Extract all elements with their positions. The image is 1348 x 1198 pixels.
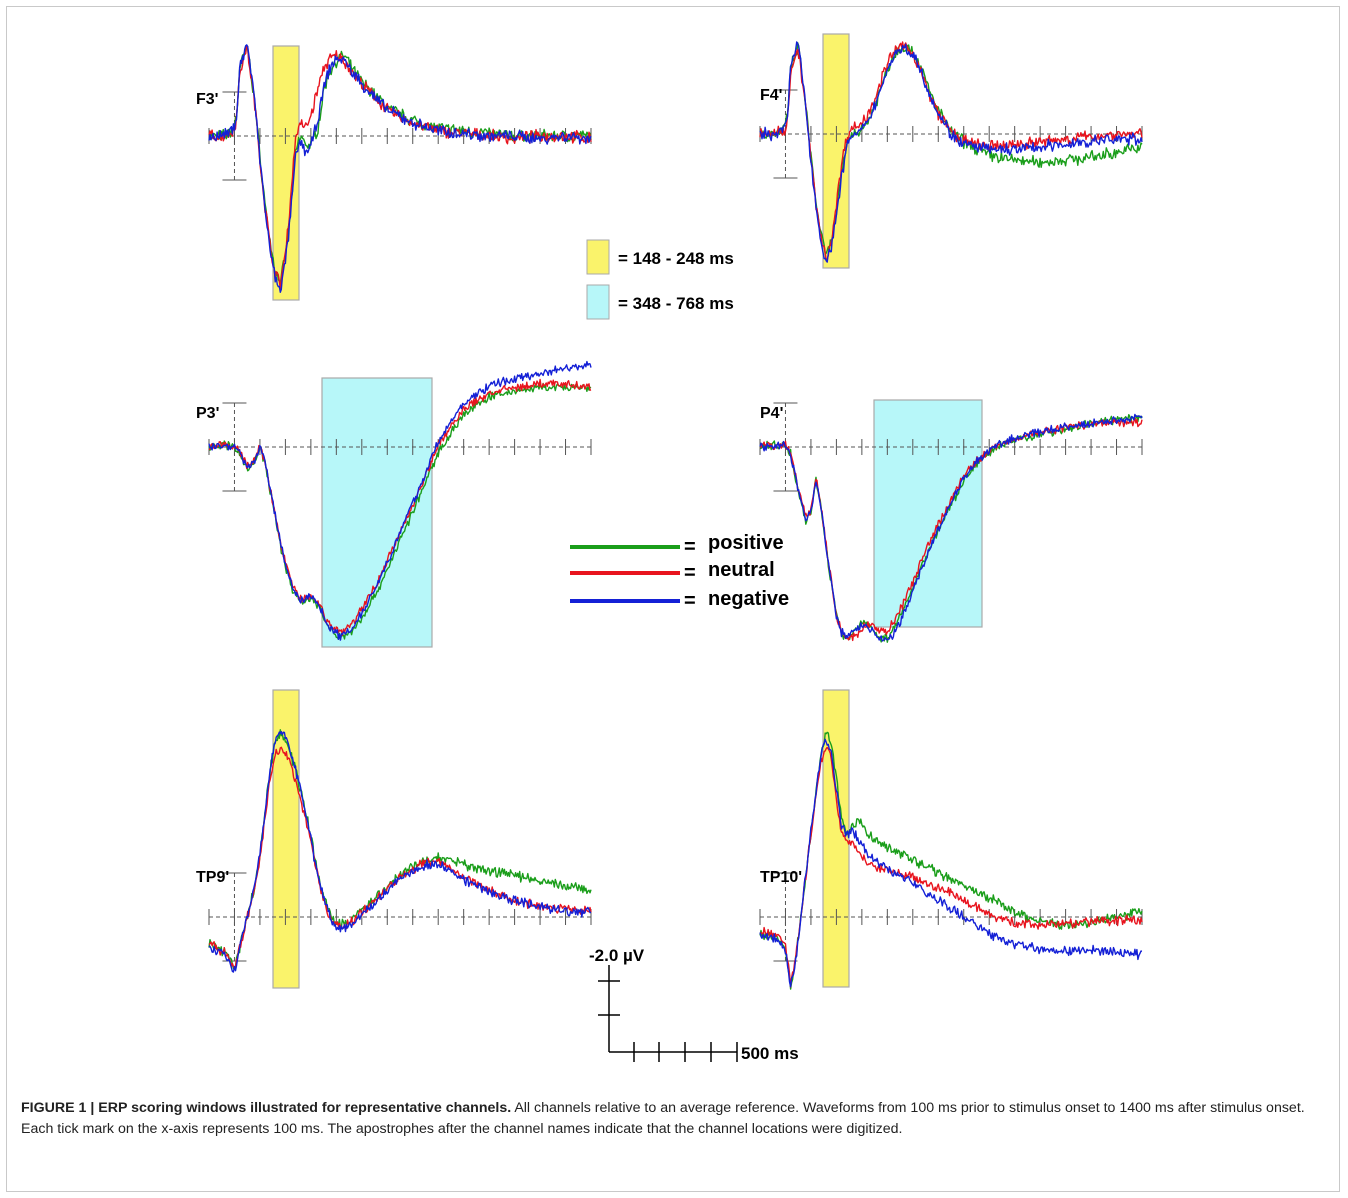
scale-bar-time-label: 500 ms	[741, 1044, 799, 1063]
window-legend-label-late: = 348 - 768 ms	[618, 294, 734, 313]
waveform-F3-negative	[208, 44, 592, 293]
waveform-F3-neutral	[208, 45, 592, 290]
legend-label-neutral: neutral	[708, 559, 775, 581]
window-legend-swatch-late	[586, 284, 610, 320]
scale-bar	[598, 965, 738, 1062]
channel-label-F3: F3'	[196, 91, 218, 108]
scoring-window-TP9	[272, 689, 300, 989]
window-legend-label-early: = 148 - 248 ms	[618, 249, 734, 268]
legend-label-negative-eq: =	[684, 590, 696, 612]
caption-body: All channels relative to an average refe…	[21, 1100, 1305, 1137]
waveform-F4-negative	[759, 41, 1143, 263]
figure-frame	[6, 6, 1340, 1192]
legend-label-positive-eq: =	[684, 536, 696, 558]
scale-bar-amplitude-label: -2.0 µV	[589, 946, 645, 965]
scoring-window-F4	[822, 33, 850, 269]
channel-axes	[208, 89, 1143, 962]
scoring-window-P4	[873, 399, 983, 628]
legend-label-negative: negative	[708, 588, 789, 610]
window-legend-swatch-early	[586, 239, 610, 275]
scoring-windows	[272, 33, 983, 989]
waveform-F4-neutral	[759, 41, 1143, 262]
waveform-P4-negative	[759, 413, 1143, 642]
condition-legend: = positive = neutral = negative	[570, 532, 789, 612]
figure-caption: FIGURE 1 | ERP scoring windows illustrat…	[21, 1098, 1329, 1140]
waveform-F4-positive	[759, 42, 1143, 256]
legend-label-positive: positive	[708, 532, 784, 554]
erp-figure: F3' F4' P3' P4' TP9' TP10' = 148 - 248 ms = 3…	[196, 33, 1143, 1063]
channel-label-P4: P4'	[760, 405, 783, 422]
waveform-TP9-neutral	[208, 746, 592, 970]
waveform-TP10-negative	[759, 738, 1143, 988]
window-legend: = 148 - 248 ms = 348 - 768 ms	[586, 239, 734, 320]
caption-lead: FIGURE 1 | ERP scoring windows illustrat…	[21, 1100, 512, 1116]
channel-labels: F3' F4' P3' P4' TP9' TP10'	[196, 87, 802, 886]
waveform-P3-negative	[208, 360, 592, 641]
channel-label-TP9: TP9'	[196, 869, 229, 886]
waveform-TP10-neutral	[759, 746, 1143, 988]
channel-label-P3: P3'	[196, 405, 219, 422]
scoring-window-P3	[321, 377, 433, 648]
waveform-TP9-negative	[208, 730, 591, 973]
channel-label-F4: F4'	[760, 87, 782, 104]
legend-label-neutral-eq: =	[684, 562, 696, 584]
waveform-F3-positive	[208, 45, 592, 285]
waveforms	[208, 41, 1143, 990]
waveform-TP9-positive	[208, 729, 592, 971]
channel-label-TP10: TP10'	[760, 869, 802, 886]
